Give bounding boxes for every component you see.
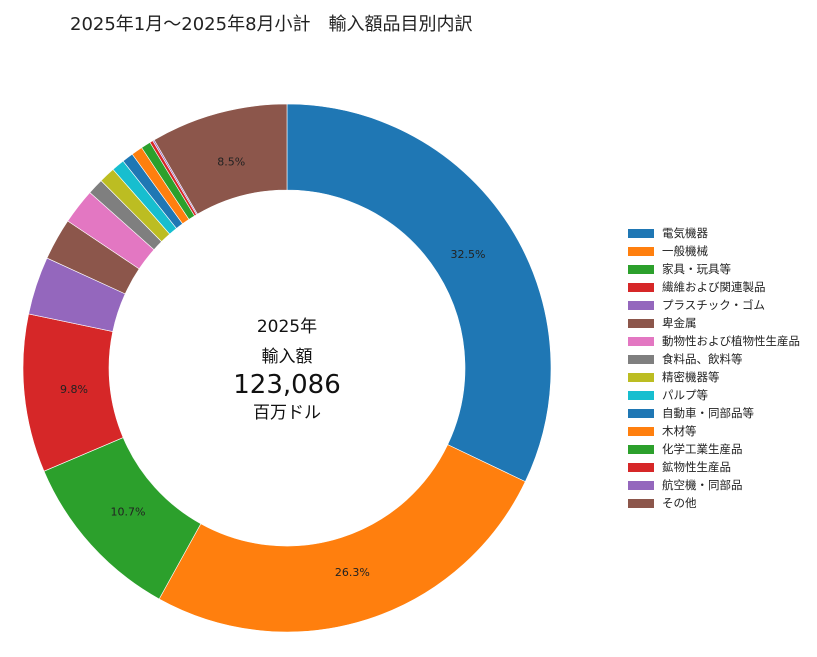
legend-label: 木材等 bbox=[662, 424, 697, 438]
legend-label: 食料品、飲料等 bbox=[662, 352, 743, 366]
percent-label-0: 32.5% bbox=[451, 248, 486, 261]
legend-label: 動物性および植物性生産品 bbox=[662, 334, 800, 348]
legend-swatch bbox=[628, 408, 654, 418]
center-value: 123,086 bbox=[233, 370, 341, 400]
legend-item-2: 家具・玩具等 bbox=[628, 260, 800, 278]
legend-label: 化学工業生産品 bbox=[662, 442, 743, 456]
legend-item-15: その他 bbox=[628, 494, 800, 512]
legend-item-5: 卑金属 bbox=[628, 314, 800, 332]
legend-swatch bbox=[628, 282, 654, 292]
center-unit: 百万ドル bbox=[253, 403, 321, 423]
legend-item-11: 木材等 bbox=[628, 422, 800, 440]
legend-label: 精密機器等 bbox=[662, 370, 720, 384]
legend-item-3: 繊維および関連製品 bbox=[628, 278, 800, 296]
percent-label-1: 26.3% bbox=[335, 566, 370, 579]
legend-label: 鉱物性生産品 bbox=[662, 460, 731, 474]
legend-label: 一般機械 bbox=[662, 244, 708, 258]
percent-label-2: 10.7% bbox=[111, 505, 146, 518]
legend-label: 繊維および関連製品 bbox=[662, 280, 766, 294]
legend-swatch bbox=[628, 354, 654, 364]
legend-item-13: 鉱物性生産品 bbox=[628, 458, 800, 476]
legend-swatch bbox=[628, 372, 654, 382]
legend-swatch bbox=[628, 426, 654, 436]
center-label: 輸入額 bbox=[262, 347, 313, 367]
legend-swatch bbox=[628, 480, 654, 490]
legend-item-10: 自動車・同部品等 bbox=[628, 404, 800, 422]
legend-item-4: プラスチック・ゴム bbox=[628, 296, 800, 314]
percent-label-3: 9.8% bbox=[60, 383, 88, 396]
legend-swatch bbox=[628, 336, 654, 346]
legend-swatch bbox=[628, 228, 654, 238]
slice-15 bbox=[153, 103, 288, 215]
donut-slices bbox=[22, 103, 552, 633]
legend-swatch bbox=[628, 264, 654, 274]
chart-title: 2025年1月～2025年8月小計 輸入額品目別内訳 bbox=[70, 14, 473, 35]
center-year: 2025年 bbox=[257, 317, 317, 337]
legend-item-6: 動物性および植物性生産品 bbox=[628, 332, 800, 350]
legend-item-12: 化学工業生産品 bbox=[628, 440, 800, 458]
legend-label: その他 bbox=[662, 496, 697, 510]
legend-swatch bbox=[628, 390, 654, 400]
legend-swatch bbox=[628, 318, 654, 328]
slice-0 bbox=[286, 103, 552, 483]
legend-label: 自動車・同部品等 bbox=[662, 406, 754, 420]
legend-label: プラスチック・ゴム bbox=[662, 298, 766, 312]
legend-label: 卑金属 bbox=[662, 316, 697, 330]
legend-swatch bbox=[628, 498, 654, 508]
legend-item-1: 一般機械 bbox=[628, 242, 800, 260]
percent-label-15: 8.5% bbox=[217, 155, 245, 168]
legend-item-7: 食料品、飲料等 bbox=[628, 350, 800, 368]
legend-swatch bbox=[628, 300, 654, 310]
legend: 電気機器一般機械家具・玩具等繊維および関連製品 プラスチック・ゴム 卑金属動物性およ… bbox=[628, 224, 800, 512]
legend-swatch bbox=[628, 444, 654, 454]
legend-label: 航空機・同部品 bbox=[662, 478, 743, 492]
legend-item-14: 航空機・同部品 bbox=[628, 476, 800, 494]
legend-label: 家具・玩具等 bbox=[662, 262, 731, 276]
percent-labels: 32.5% 26.3% 10.7% 9.8% 8.5% bbox=[60, 155, 485, 578]
legend-label: 電気機器 bbox=[662, 226, 708, 240]
legend-label: パルプ等 bbox=[662, 388, 708, 402]
legend-item-8: 精密機器等 bbox=[628, 368, 800, 386]
legend-swatch bbox=[628, 462, 654, 472]
slice-1 bbox=[158, 444, 526, 633]
legend-item-9: パルプ等 bbox=[628, 386, 800, 404]
legend-swatch bbox=[628, 246, 654, 256]
legend-item-0: 電気機器 bbox=[628, 224, 800, 242]
